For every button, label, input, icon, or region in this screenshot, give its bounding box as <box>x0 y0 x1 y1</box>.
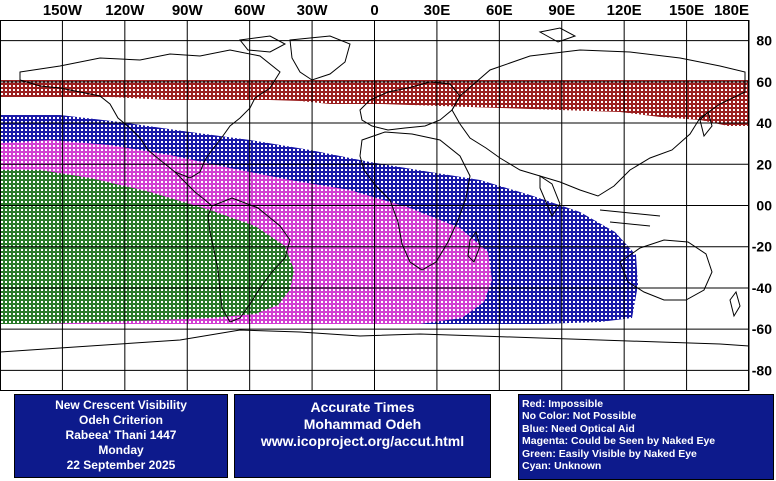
month-label: Rabeea' Thani 1447 <box>65 428 177 442</box>
legend-item-green: Green: Easily Visible by Naked Eye <box>522 447 697 460</box>
latitude-label: -80 <box>752 362 772 378</box>
graticule <box>0 20 750 391</box>
latitude-label: -40 <box>752 280 772 296</box>
legend-panel: Red: Impossible No Color: Not Possible B… <box>518 394 774 480</box>
latitude-label: 80 <box>756 33 772 49</box>
website-link[interactable]: www.icoproject.org/accut.html <box>260 433 465 449</box>
credits-title: Accurate Times <box>310 399 415 415</box>
longitude-label: 30E <box>424 2 451 19</box>
longitude-labels: 150W 120W 90W 60W 30W 0 30E 60E 90E 120E 150E 180E <box>43 2 749 19</box>
legend-item-none: No Color: Not Possible <box>522 410 637 423</box>
latitude-labels: 80 60 40 20 00 -20 -40 -60 -80 <box>752 33 772 379</box>
latitude-label: 60 <box>756 74 772 90</box>
longitude-label: 0 <box>370 2 378 19</box>
legend-item-red: Red: Impossible <box>522 398 604 410</box>
longitude-label: 150E <box>669 2 704 19</box>
panel-title: New Crescent Visibility <box>55 398 187 412</box>
date-info-panel: New Crescent Visibility Odeh Criterion R… <box>14 394 228 478</box>
longitude-label: 90W <box>172 2 204 19</box>
latitude-label: 20 <box>756 156 772 172</box>
longitude-label: 180E <box>714 2 749 19</box>
longitude-label: 60W <box>234 2 266 19</box>
longitude-label: 60E <box>486 2 513 19</box>
legend-item-cyan: Cyan: Unknown <box>522 460 602 473</box>
coastlines <box>0 27 749 353</box>
legend-item-blue: Blue: Need Optical Aid <box>522 422 635 435</box>
latitude-label: -20 <box>752 239 772 255</box>
map-frame <box>0 20 749 391</box>
latitude-label: -60 <box>752 321 772 337</box>
latitude-label: 40 <box>756 115 772 131</box>
longitude-label: 120W <box>105 2 145 19</box>
weekday-label: Monday <box>98 443 144 457</box>
legend-item-magenta: Magenta: Could be Seen by Naked Eye <box>522 435 716 448</box>
criterion-label: Odeh Criterion <box>78 413 163 427</box>
credits-panel: Accurate Times Mohammad Odeh www.icoproj… <box>234 394 491 478</box>
latitude-label: 00 <box>756 198 772 214</box>
longitude-label: 150W <box>43 2 83 19</box>
date-label: 22 September 2025 <box>66 458 176 472</box>
longitude-label: 90E <box>548 2 575 19</box>
longitude-label: 120E <box>607 2 642 19</box>
longitude-label: 30W <box>297 2 329 19</box>
author-name: Mohammad Odeh <box>303 416 422 432</box>
